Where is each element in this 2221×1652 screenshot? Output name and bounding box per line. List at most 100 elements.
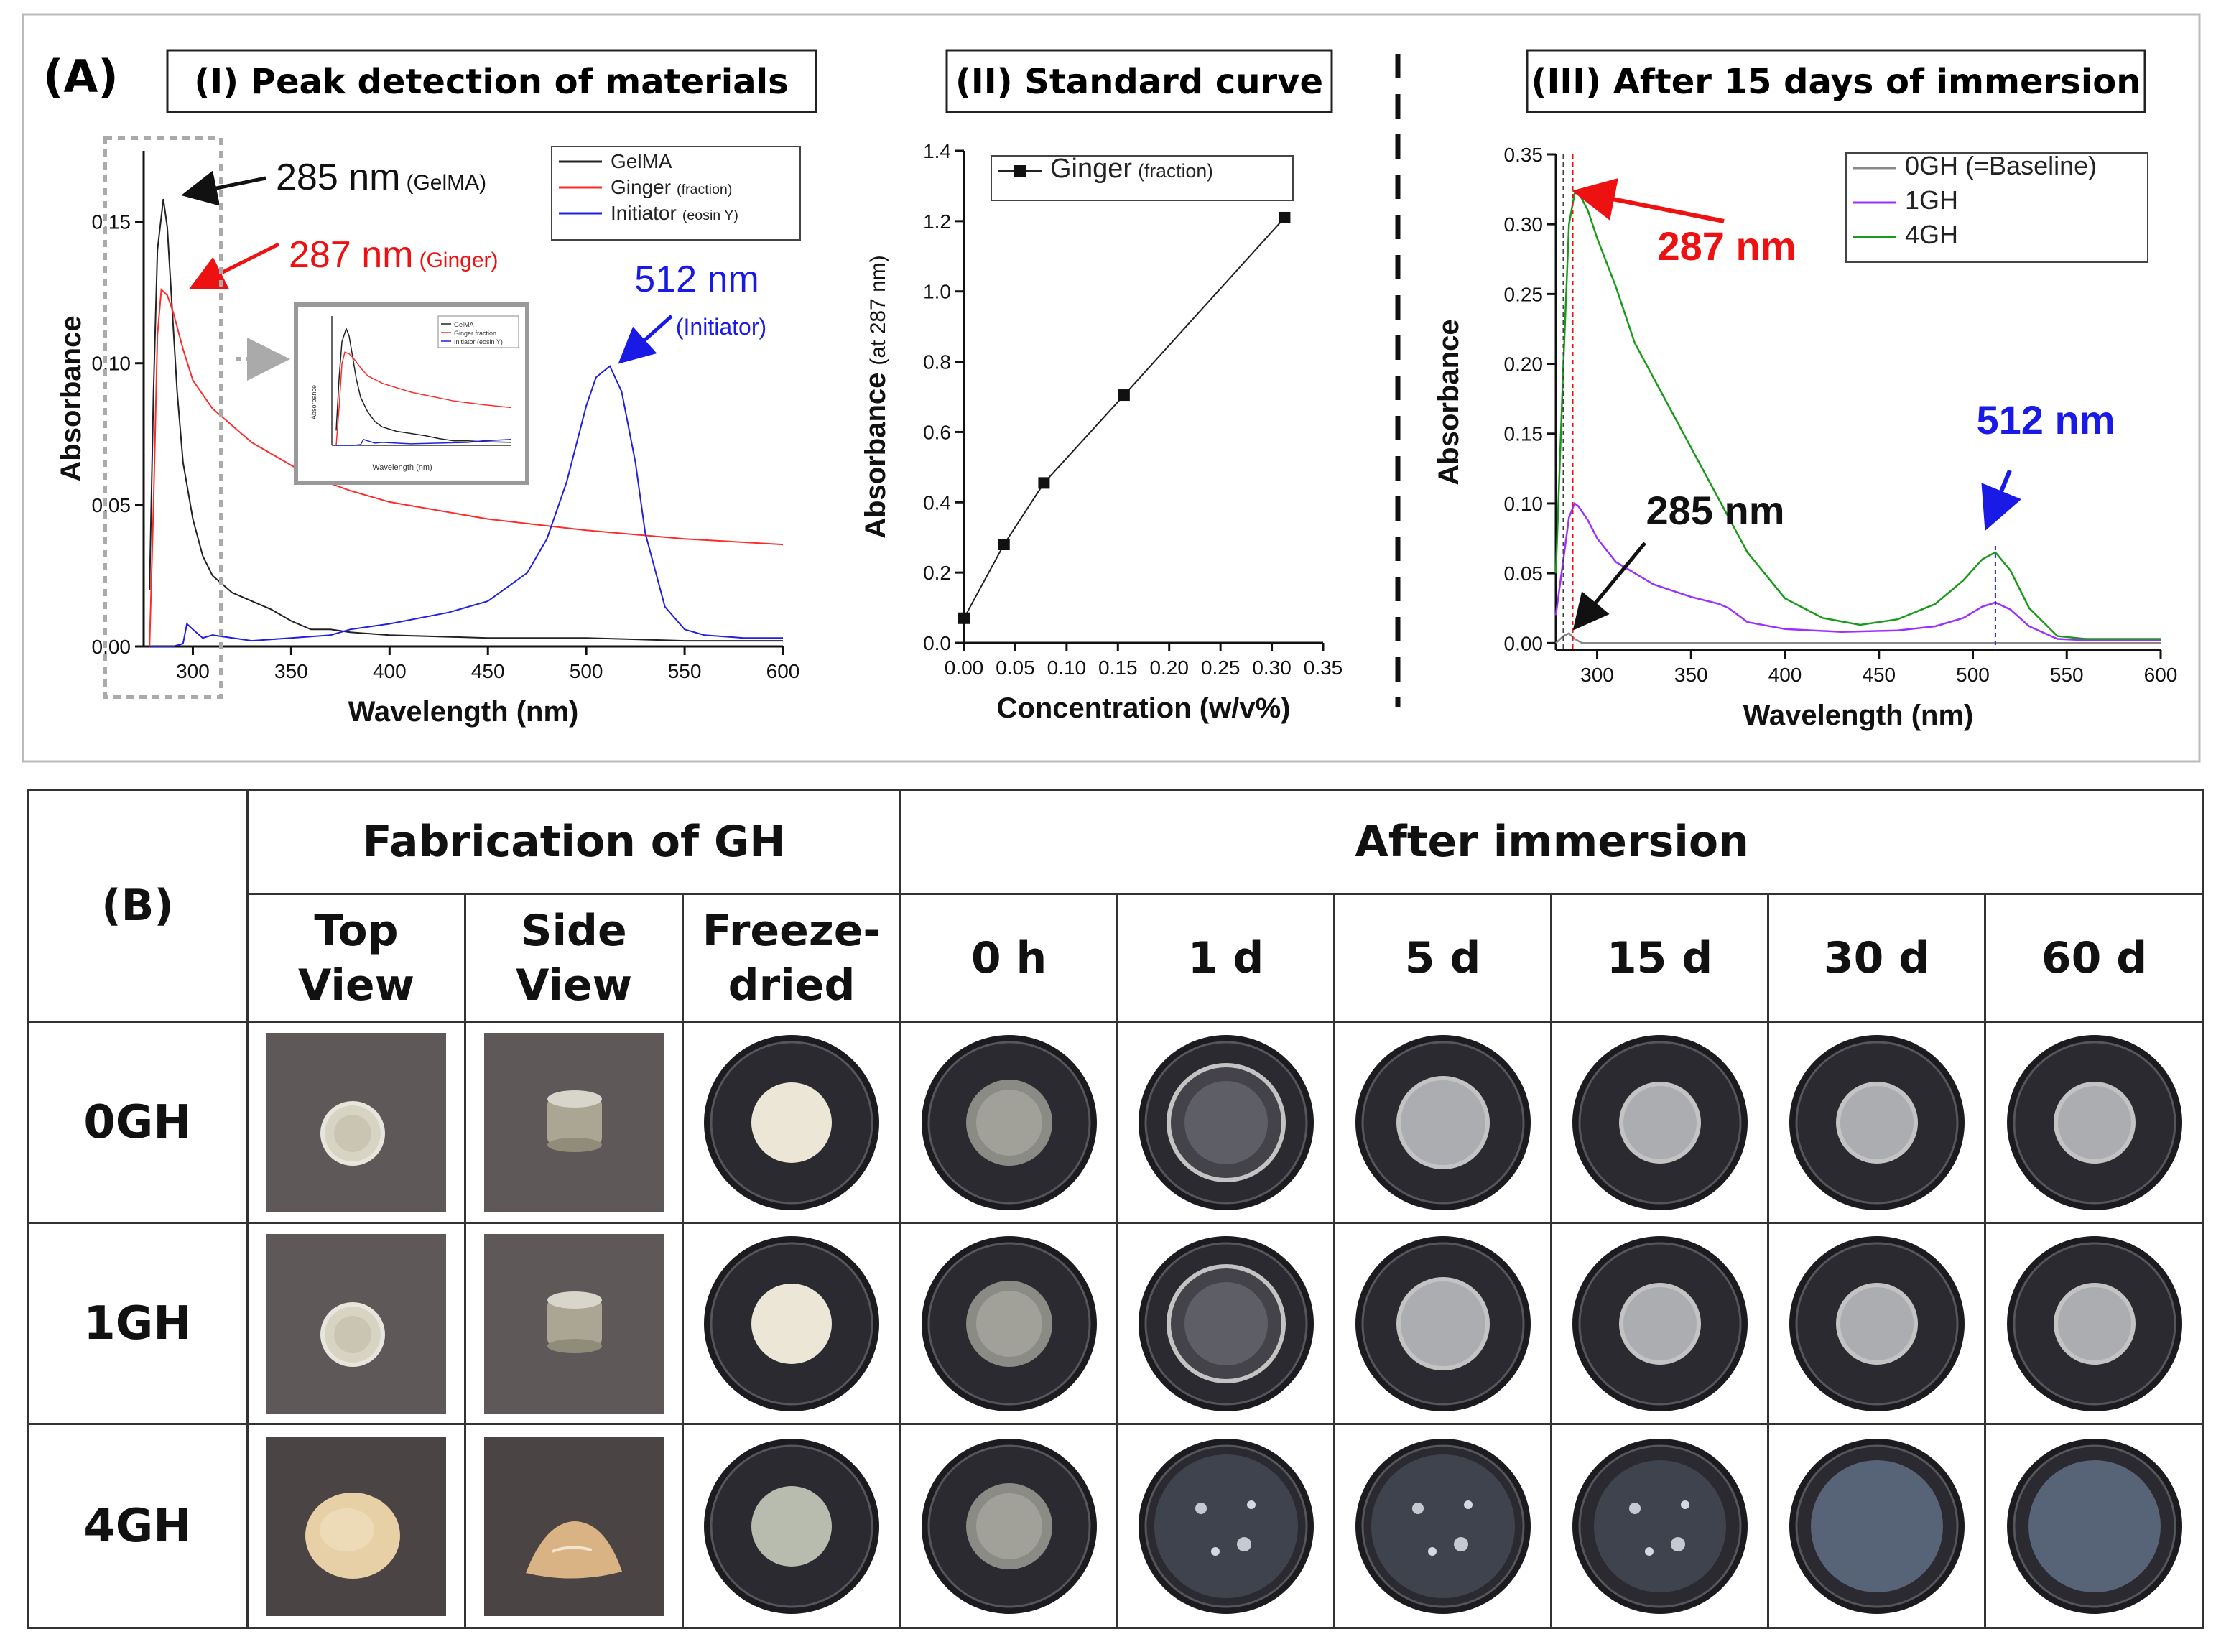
- cell-freeze-dried: [681, 1423, 902, 1629]
- series-line-1: [963, 217, 1286, 619]
- cell-immersion: [1550, 1423, 1770, 1629]
- panel-b-table: (B) Fabrication of GH After immersion To…: [27, 789, 2205, 1629]
- y-tick-label: 0.00: [92, 636, 131, 658]
- cell-immersion: [1767, 1021, 1987, 1224]
- col-header-1d: 1 d: [1116, 893, 1336, 1023]
- annotation-287: 287 nm: [1658, 223, 1796, 269]
- y-tick-label: 0.30: [1504, 213, 1544, 236]
- cell-immersion: [1984, 1021, 2205, 1224]
- y-axis-label: Absorbance(at 287 nm): [860, 255, 891, 539]
- cell-immersion: [899, 1222, 1119, 1425]
- panel-label-a: (A): [43, 50, 119, 103]
- cell-immersion: [1550, 1021, 1770, 1224]
- x-tick-label: 350: [274, 660, 308, 682]
- x-tick-label: 0.20: [1149, 656, 1189, 679]
- annotation-arrow-512: [618, 315, 673, 364]
- chart-standard-curve: 0.00 0.05 0.10 0.15 0.20 0.25 0.30 0.35 0.0 0.2 0.…: [860, 140, 1343, 724]
- panel-a-frame: [22, 13, 2201, 763]
- annotation-285: 285 nm (GelMA): [276, 157, 486, 198]
- annotation-arrow-285: [1572, 542, 1646, 631]
- immersion-photo: [1136, 1032, 1316, 1212]
- x-tick-label: 0.05: [996, 656, 1035, 679]
- cell-immersion: [1333, 1222, 1553, 1425]
- chart3-title: (III) After 15 days of immersion: [1531, 62, 2141, 102]
- table-row: 1GH: [27, 1222, 2205, 1425]
- chart2-title: (II) Standard curve: [955, 62, 1323, 102]
- cell-side-view: [464, 1222, 684, 1425]
- col-header-top-view: Top View: [246, 893, 466, 1023]
- immersion-photo: [919, 1032, 1099, 1212]
- cell-immersion: [1767, 1222, 1987, 1425]
- legend-box: [991, 155, 1294, 201]
- panel-label-b: (B): [27, 789, 249, 1023]
- x-tick-label: 350: [1674, 664, 1708, 686]
- annotation-512-sub: (Initiator): [676, 314, 766, 340]
- y-axis-label: Absorbance: [55, 315, 87, 481]
- group-header-after-immersion: After immersion: [899, 789, 2205, 895]
- chart2-title-box: [945, 49, 1333, 113]
- inset-legend-gelma: GelMA: [454, 321, 474, 328]
- immersion-photo: [2004, 1032, 2184, 1212]
- inset-ylabel: Absorbance: [310, 385, 317, 419]
- x-axis-label: Wavelength (nm): [348, 696, 579, 728]
- immersion-photo: [1569, 1032, 1750, 1212]
- inset-legend-initiator: Initiator (eosin Y): [454, 338, 503, 345]
- immersion-photo: [919, 1436, 1099, 1616]
- legend-entry-sub: (fraction): [1138, 160, 1213, 182]
- x-tick-label: 0.30: [1252, 656, 1292, 679]
- freeze-dried-photo: [702, 1436, 882, 1616]
- x-tick-label: 600: [766, 660, 800, 682]
- y-tick-label: 0.10: [1504, 493, 1544, 515]
- immersion-photo: [2004, 1233, 2184, 1414]
- y-tick-label: 1.4: [923, 140, 951, 162]
- annotation-512: 512 nm: [634, 259, 759, 300]
- legend-entry: 1GH: [1905, 185, 1958, 215]
- row-label-1gh: 1GH: [27, 1222, 249, 1425]
- immersion-photo: [919, 1233, 1099, 1414]
- y-tick-label: 0.2: [923, 562, 951, 584]
- immersion-photo: [1569, 1436, 1750, 1616]
- top-view-photo: [266, 1233, 446, 1414]
- x-tick-label: 0.35: [1304, 656, 1343, 679]
- top-view-photo: [266, 1436, 446, 1616]
- data-point: [1038, 477, 1050, 489]
- cell-immersion: [1333, 1021, 1553, 1224]
- y-tick-label: 0.15: [92, 211, 131, 233]
- row-label-0gh: 0GH: [27, 1021, 249, 1224]
- y-axis-label: Absorbance: [1433, 319, 1465, 485]
- legend-entry: GelMA: [611, 150, 672, 172]
- inset-xlabel: Wavelength (nm): [372, 463, 432, 472]
- x-tick-label: 550: [2050, 664, 2084, 686]
- cell-immersion: [899, 1423, 1119, 1629]
- series-line-2: [1554, 501, 2161, 641]
- chart1-title: (I) Peak detection of materials: [194, 62, 788, 102]
- cell-immersion: [1550, 1222, 1770, 1425]
- immersion-photo: [1353, 1032, 1533, 1212]
- x-tick-label: 300: [1580, 664, 1614, 686]
- col-header-60d: 60 d: [1984, 893, 2205, 1023]
- immersion-photo: [1353, 1233, 1533, 1414]
- cell-immersion: [1116, 1021, 1336, 1224]
- cell-immersion: [1116, 1423, 1336, 1629]
- legend-box: [1845, 152, 2148, 263]
- y-tick-label: 0.05: [92, 494, 131, 516]
- x-tick-label: 0.15: [1098, 656, 1138, 679]
- chart-peak-detection: 300 350 400 450 500 550 600 0.00 0.05 0.10 0.15 Wav…: [55, 146, 801, 728]
- legend-entry-sub: (fraction): [677, 182, 732, 198]
- data-point: [998, 539, 1010, 550]
- y-tick-label: 0.25: [1504, 283, 1544, 305]
- legend-entry: 4GH: [1905, 220, 1958, 249]
- side-view-photo: [484, 1233, 664, 1414]
- x-tick-label: 500: [1956, 664, 1990, 686]
- y-tick-label: 0.4: [923, 491, 951, 514]
- x-tick-label: 400: [373, 660, 407, 682]
- cell-immersion: [1984, 1423, 2205, 1629]
- y-tick-label: 0.0: [923, 632, 951, 654]
- col-header-30d: 30 d: [1767, 893, 1987, 1023]
- annotation-287-sub: (Ginger): [419, 249, 498, 272]
- cell-immersion: [1333, 1423, 1553, 1629]
- x-axis-label: Wavelength (nm): [1743, 700, 1974, 731]
- x-axis-label: Concentration (w/v%): [997, 692, 1291, 724]
- cell-immersion: [899, 1021, 1119, 1224]
- x-tick-label: 600: [2144, 664, 2178, 686]
